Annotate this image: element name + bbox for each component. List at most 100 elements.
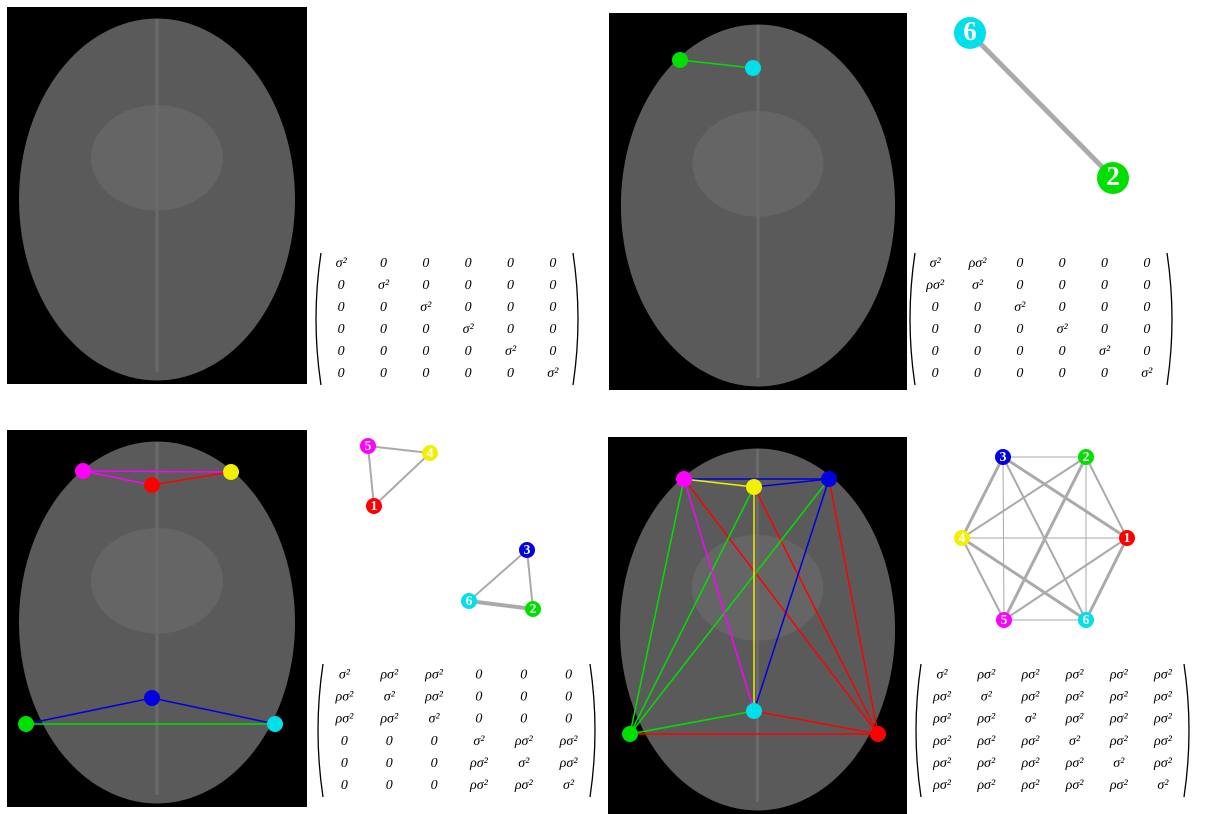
node-label: 4 — [427, 445, 434, 460]
matrix-cell: σ² — [420, 300, 432, 315]
matrix-cell: 0 — [1016, 278, 1023, 293]
panel: 324156σ²ρσ²ρσ²ρσ²ρσ²ρσ²ρσ²σ²ρσ²ρσ²ρσ²ρσ²… — [608, 437, 1189, 814]
matrix-cell: σ² — [336, 256, 348, 271]
matrix-cell: 0 — [465, 256, 472, 271]
matrix-cell: 0 — [465, 278, 472, 293]
matrix-cell: 0 — [341, 734, 348, 749]
matrix-cell: 0 — [422, 344, 429, 359]
matrix-bracket — [916, 664, 921, 797]
matrix-bracket — [1167, 253, 1172, 385]
matrix-cell: 0 — [338, 278, 345, 293]
brain-node — [746, 479, 762, 495]
matrix-cell: 0 — [520, 667, 527, 682]
matrix-cell: ρσ² — [976, 734, 996, 749]
matrix-cell: 0 — [338, 300, 345, 315]
matrix-cell: 0 — [465, 300, 472, 315]
matrix-cell: 0 — [338, 366, 345, 381]
matrix-cell: 0 — [1101, 278, 1108, 293]
graph-edge — [368, 446, 374, 506]
matrix-cell: 0 — [549, 344, 556, 359]
brain-node — [870, 726, 886, 742]
matrix-cell: ρσ² — [1109, 667, 1129, 682]
matrix-cell: ρσ² — [976, 778, 996, 793]
matrix-cell: ρσ² — [1109, 734, 1129, 749]
panel: 541362σ²ρσ²ρσ²000ρσ²σ²ρσ²000ρσ²ρσ²σ²0000… — [7, 430, 595, 807]
matrix-cell: ρσ² — [514, 778, 534, 793]
brain-node — [622, 726, 638, 742]
matrix-cell: 0 — [549, 300, 556, 315]
matrix-cell: ρσ² — [1065, 712, 1085, 727]
matrix-cell: 0 — [1059, 366, 1066, 381]
matrix-cell: 0 — [380, 366, 387, 381]
matrix-cell: ρσ² — [976, 667, 996, 682]
matrix-cell: ρσ² — [379, 712, 399, 727]
node-label: 4 — [959, 530, 966, 545]
panel: 62σ²ρσ²0000ρσ²σ²000000σ²000000σ²000000σ²… — [609, 13, 1172, 390]
matrix-cell: 0 — [565, 689, 572, 704]
matrix-cell: 0 — [932, 344, 939, 359]
matrix-cell: ρσ² — [932, 778, 952, 793]
matrix-cell: ρσ² — [976, 712, 996, 727]
matrix-cell: σ² — [1069, 734, 1081, 749]
matrix-cell: ρσ² — [925, 278, 945, 293]
matrix-cell: σ² — [378, 278, 390, 293]
matrix-cell: ρσ² — [1153, 712, 1173, 727]
matrix-cell: σ² — [518, 756, 530, 771]
matrix-cell: ρσ² — [1065, 778, 1085, 793]
matrix-cell: 0 — [431, 778, 438, 793]
matrix-bracket — [573, 253, 578, 385]
matrix-cell: 0 — [974, 322, 981, 337]
matrix-cell: 0 — [338, 344, 345, 359]
matrix-cell: 0 — [520, 689, 527, 704]
brain-node — [672, 52, 688, 68]
matrix-cell: 0 — [1059, 278, 1066, 293]
matrix-cell: ρσ² — [424, 689, 444, 704]
node-label: 1 — [371, 498, 378, 513]
matrix-cell: 0 — [1059, 300, 1066, 315]
matrix-cell: 0 — [380, 256, 387, 271]
matrix-cell: σ² — [1099, 344, 1111, 359]
matrix-cell: 0 — [380, 344, 387, 359]
matrix-cell: ρσ² — [424, 667, 444, 682]
matrix-bracket — [590, 664, 595, 797]
matrix-bracket — [910, 253, 915, 385]
matrix-cell: σ² — [1025, 712, 1037, 727]
matrix-cell: 0 — [386, 778, 393, 793]
brain-node — [267, 716, 283, 732]
graph-edge — [1086, 538, 1127, 620]
node-label: 2 — [1083, 449, 1090, 464]
matrix-cell: 0 — [422, 278, 429, 293]
matrix-cell: σ² — [1057, 322, 1069, 337]
matrix-cell: 0 — [422, 256, 429, 271]
matrix-cell: σ² — [547, 366, 559, 381]
matrix-cell: ρσ² — [932, 712, 952, 727]
matrix-cell: 0 — [932, 366, 939, 381]
matrix-cell: ρσ² — [976, 756, 996, 771]
matrix-cell: 0 — [422, 366, 429, 381]
matrix-cell: 0 — [974, 366, 981, 381]
node-label: 2 — [1106, 161, 1120, 191]
matrix-cell: 0 — [341, 756, 348, 771]
node-label: 5 — [365, 438, 372, 453]
matrix-cell: σ² — [1141, 366, 1153, 381]
matrix-cell: σ² — [429, 712, 441, 727]
matrix-cell: 0 — [380, 322, 387, 337]
matrix-cell: σ² — [1113, 756, 1125, 771]
matrix-cell: ρσ² — [968, 256, 988, 271]
matrix-cell: 0 — [475, 689, 482, 704]
matrix-cell: 0 — [1016, 344, 1023, 359]
matrix-cell: σ² — [972, 278, 984, 293]
matrix-cell: 0 — [974, 300, 981, 315]
matrix-cell: ρσ² — [514, 734, 534, 749]
matrix-cell: 0 — [465, 366, 472, 381]
matrix-cell: 0 — [1143, 344, 1150, 359]
matrix-cell: 0 — [565, 667, 572, 682]
matrix-cell: 0 — [507, 278, 514, 293]
matrix-cell: σ² — [1014, 300, 1026, 315]
matrix-cell: 0 — [431, 734, 438, 749]
matrix-cell: ρσ² — [559, 734, 579, 749]
matrix-cell: 0 — [507, 256, 514, 271]
matrix-cell: σ² — [930, 256, 942, 271]
matrix-cell: ρσ² — [1109, 778, 1129, 793]
panel: σ²000000σ²000000σ²000000σ²000000σ²000000… — [7, 7, 578, 385]
